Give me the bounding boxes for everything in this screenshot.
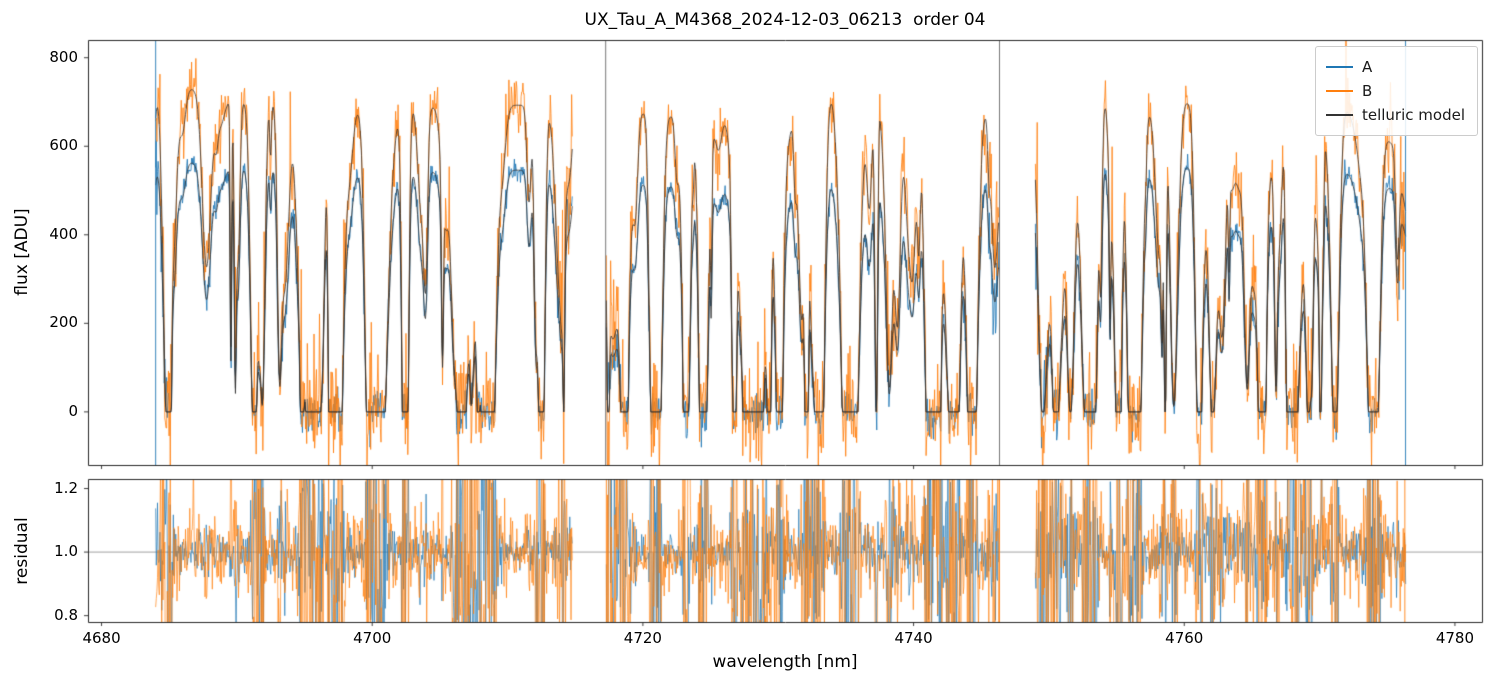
x-tick-label: 4680 [82,629,121,647]
residual-tick-label: 1.2 [54,478,78,497]
legend-label: telluric model [1361,106,1465,124]
residual-tick-label: 1.0 [54,542,78,561]
x-tick-label: 4700 [353,629,392,647]
legend-entry-b: B [1325,79,1465,103]
legend-entry-a: A [1325,55,1465,79]
x-tick-label: 4760 [1165,629,1204,647]
legend-entry-telluric-model: telluric model [1325,103,1465,127]
flux-axis-label: flux [ADU] [12,208,32,296]
flux-tick-label: 400 [49,224,78,243]
flux-tick-label: 800 [49,47,78,66]
flux-tick-label: 200 [49,313,78,332]
flux-tick-label: 0 [68,401,78,420]
legend-line-swatch [1325,90,1353,92]
legend-label: B [1361,82,1373,100]
flux-tick-label: 600 [49,136,78,155]
x-axis-label: wavelength [nm] [712,652,858,672]
legend-line-swatch [1325,114,1353,116]
legend-line-swatch [1325,66,1353,68]
chart-title: UX_Tau_A_M4368_2024-12-03_06213 order 04 [584,10,986,30]
x-tick-label: 4740 [894,629,933,647]
x-tick-label: 4720 [623,629,662,647]
x-tick-label: 4780 [1435,629,1475,647]
residual-tick-label: 0.8 [54,605,78,624]
legend-label: A [1361,58,1373,76]
